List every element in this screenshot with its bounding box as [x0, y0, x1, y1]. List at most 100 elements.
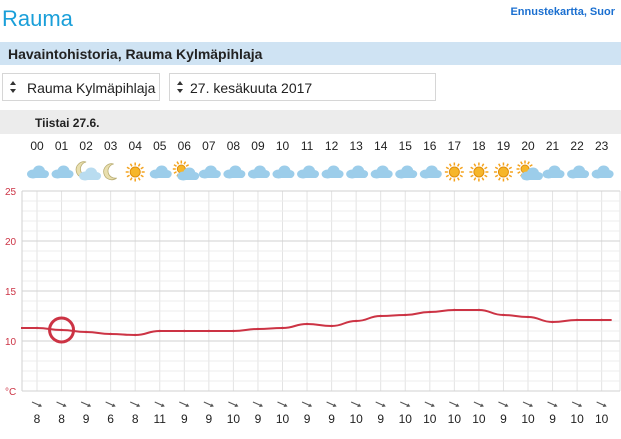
cloudy-icon: [297, 165, 320, 179]
wind-speed-label: 10: [570, 412, 584, 426]
temperature-point: [109, 332, 112, 336]
wind-speed-label: 9: [328, 412, 335, 426]
wind-arrow-icon: [350, 401, 362, 407]
hour-label: 20: [521, 139, 535, 153]
wind-arrow-icon: [154, 401, 165, 407]
temperature-point: [526, 315, 530, 319]
wind-arrow-icon: [105, 401, 116, 407]
wind-speed-label: 8: [58, 412, 65, 426]
wind-arrow-icon: [56, 401, 67, 407]
y-tick-label: 25: [5, 187, 17, 198]
wind-arrow-icon: [80, 401, 92, 407]
wind-speed-label: 9: [255, 412, 262, 426]
hour-label: 09: [251, 139, 265, 153]
cloudy-icon: [542, 165, 565, 179]
wind-speed-label: 8: [34, 412, 41, 426]
temperature-chart: 25 20 15 10 °C 00 01 02 03 04 05 06 07 08 09 10 11 12 13 14…: [5, 139, 621, 426]
cloudy-icon: [27, 165, 49, 179]
hour-label: 05: [153, 139, 167, 153]
hour-label: 15: [399, 139, 413, 153]
temperature-point: [35, 326, 39, 330]
sun-icon: [444, 162, 464, 182]
hour-label: 03: [104, 139, 118, 153]
wind-speed-label: 10: [595, 412, 609, 426]
temperature-point: [477, 308, 481, 312]
wind-arrow-icon: [400, 401, 411, 407]
wind-speed-label: 10: [521, 412, 535, 426]
forecast-map-link[interactable]: Ennustekartta, Suor: [510, 6, 615, 18]
hour-label: 04: [129, 139, 143, 153]
wind-speed-label: 9: [181, 412, 188, 426]
cloudy-icon: [346, 165, 369, 179]
hour-label: 08: [227, 139, 241, 153]
wind-arrow-icon: [596, 401, 607, 407]
temperature-point: [256, 327, 260, 331]
wind-arrow-icon: [301, 401, 313, 407]
cloudy-icon: [395, 165, 418, 179]
wind-speed-label: 9: [377, 412, 384, 426]
cloudy-icon: [591, 165, 614, 179]
wind-speed-label: 9: [83, 412, 90, 426]
hour-label: 18: [472, 139, 486, 153]
hour-label: 13: [349, 139, 363, 153]
wind-arrow-icon: [179, 401, 190, 407]
hour-label: 14: [374, 139, 388, 153]
wind-arrow-icon: [473, 401, 484, 407]
cloudy-icon: [419, 165, 442, 179]
temperature-point: [379, 314, 382, 318]
sun-icon: [125, 162, 145, 182]
hour-label: 16: [423, 139, 437, 153]
hour-label: 07: [202, 139, 216, 153]
day-bar: Tiistai 27.6.: [0, 110, 621, 134]
hour-label: 11: [301, 139, 314, 153]
select-arrows-icon: [177, 81, 183, 93]
wind-arrow-icon: [522, 401, 533, 407]
cloudy-icon: [321, 165, 344, 179]
hour-label: 02: [79, 139, 93, 153]
wind-arrow-icon: [129, 401, 141, 407]
y-tick-label: °C: [5, 387, 16, 398]
temperature-point: [60, 328, 63, 332]
temperature-point: [232, 329, 235, 333]
wind-speed-label: 11: [154, 412, 167, 426]
cloudy-icon: [247, 165, 270, 179]
sun-icon: [493, 162, 513, 182]
wind-arrow-icon: [547, 401, 558, 407]
y-tick-label: 10: [5, 337, 17, 348]
hour-label: 17: [448, 139, 462, 153]
temperature-point: [84, 330, 88, 334]
temperature-point: [134, 333, 137, 337]
cloudy-icon: [51, 165, 74, 179]
temperature-point: [404, 313, 407, 317]
hour-label: 06: [178, 139, 192, 153]
cloudy-icon: [272, 165, 295, 179]
temperature-point: [305, 322, 309, 326]
hour-label: 21: [546, 139, 560, 153]
highlight-marker[interactable]: [48, 316, 76, 344]
temperature-point: [354, 319, 358, 323]
wind-speed-label: 8: [132, 412, 139, 426]
station-select[interactable]: Rauma Kylmäpihlaja: [2, 73, 160, 101]
y-tick-label: 15: [5, 287, 17, 298]
section-title: Havaintohistoria, Rauma Kylmäpihlaja: [8, 46, 263, 62]
wind-arrow-icon: [252, 401, 263, 407]
wind-arrow-icon: [31, 401, 42, 407]
wind-arrow-icon: [449, 401, 460, 407]
date-select[interactable]: 27. kesäkuuta 2017: [169, 73, 436, 101]
date-select-value: 27. kesäkuuta 2017: [190, 80, 313, 96]
temperature-point: [600, 318, 603, 322]
day-label: Tiistai 27.6.: [35, 116, 100, 130]
wind-speed-label: 10: [276, 412, 290, 426]
cloudy-icon: [149, 165, 172, 179]
wind-arrow-icon: [228, 401, 239, 407]
sun-icon: [469, 162, 489, 182]
wind-arrow-icon: [375, 401, 386, 407]
moon-cloud-icon: [75, 161, 102, 181]
hour-label: 19: [497, 139, 511, 153]
cloudy-icon: [567, 165, 590, 179]
temperature-point: [428, 310, 431, 314]
wind-speed-label: 9: [549, 412, 556, 426]
wind-speed-label: 10: [423, 412, 437, 426]
temperature-line: [20, 309, 612, 337]
hour-label: 10: [276, 139, 290, 153]
